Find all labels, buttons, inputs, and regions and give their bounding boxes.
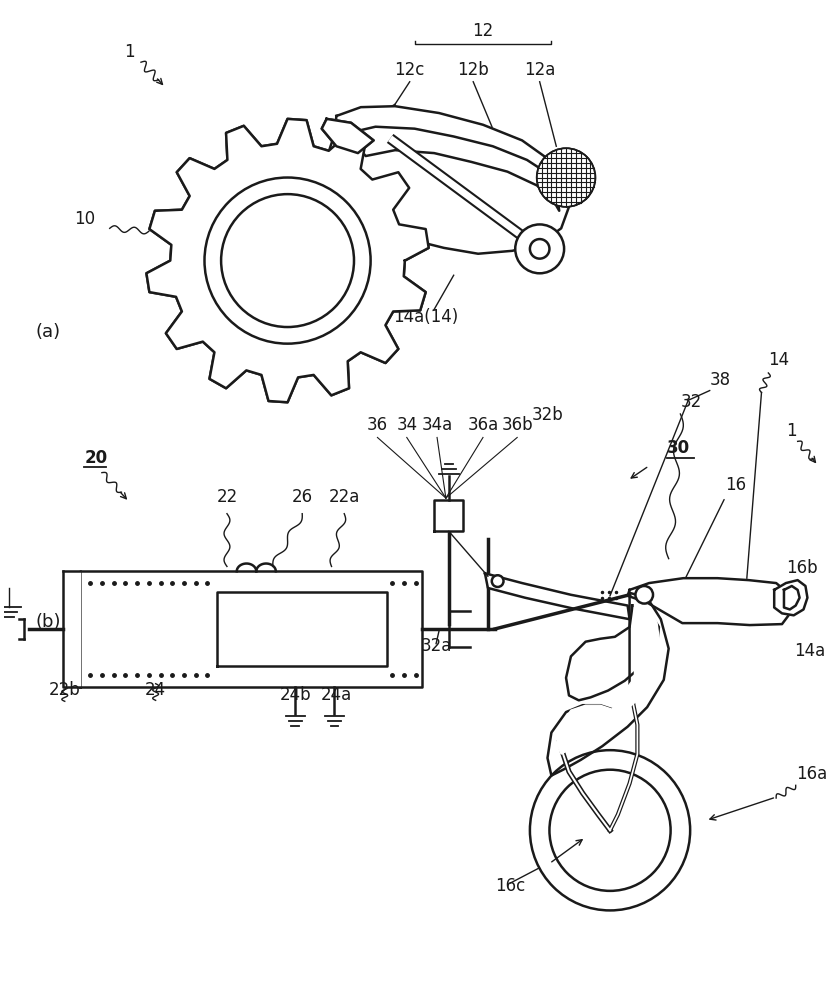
Text: 36a: 36a [467,416,499,434]
Polygon shape [784,586,800,609]
Text: 10: 10 [74,210,96,228]
Text: 24b: 24b [279,686,311,704]
Polygon shape [774,580,807,615]
Text: 20: 20 [84,449,108,467]
Polygon shape [485,573,630,619]
Polygon shape [556,598,661,754]
Text: 14a(14): 14a(14) [393,308,459,326]
Text: 16c: 16c [495,877,525,895]
Text: 22b: 22b [49,681,81,699]
Text: 26: 26 [292,488,313,506]
Text: 1: 1 [124,43,134,61]
Circle shape [515,224,564,273]
Text: 22: 22 [216,488,238,506]
Text: 36: 36 [367,416,388,434]
Polygon shape [628,578,794,625]
Circle shape [492,575,504,587]
Polygon shape [327,106,569,254]
Polygon shape [147,119,429,402]
Polygon shape [322,119,374,153]
Text: 32b: 32b [532,406,564,424]
Text: 16: 16 [726,476,746,494]
Polygon shape [80,571,422,687]
Text: (a): (a) [35,323,61,341]
Circle shape [636,586,653,604]
Text: (b): (b) [35,613,61,631]
Text: 30: 30 [667,439,690,457]
Text: 14a: 14a [794,642,825,660]
Circle shape [537,148,595,207]
Text: 16a: 16a [796,765,827,783]
Text: 12b: 12b [457,61,489,79]
Text: 1: 1 [786,422,796,440]
Text: 38: 38 [710,371,731,389]
Polygon shape [435,500,464,531]
Text: 32: 32 [681,393,701,411]
Polygon shape [147,119,429,402]
Text: 14: 14 [768,351,790,369]
Text: 16b: 16b [786,559,817,577]
Polygon shape [63,571,80,687]
Text: 12: 12 [472,22,494,40]
Text: 12c: 12c [394,61,425,79]
Circle shape [530,750,691,910]
Circle shape [530,239,550,259]
Text: 32a: 32a [420,637,452,655]
Polygon shape [547,593,669,776]
Text: 36b: 36b [501,416,533,434]
Polygon shape [346,127,560,211]
Text: 34a: 34a [421,416,453,434]
Text: 22a: 22a [329,488,360,506]
Text: 24: 24 [145,681,166,699]
Polygon shape [322,119,374,153]
Text: 34: 34 [396,416,417,434]
Polygon shape [566,606,659,700]
Text: 12a: 12a [524,61,555,79]
Text: 24a: 24a [321,686,352,704]
Polygon shape [217,592,387,666]
